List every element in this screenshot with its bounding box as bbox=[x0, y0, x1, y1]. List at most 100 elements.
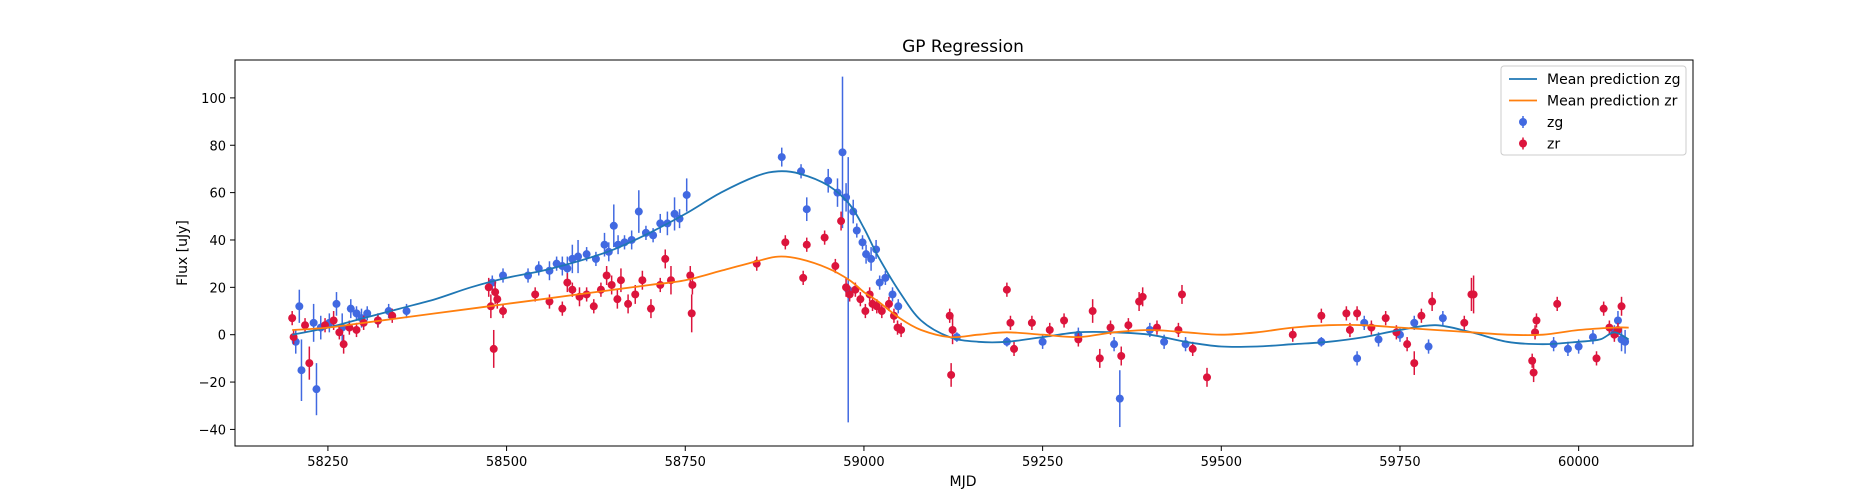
data-point-zr bbox=[897, 322, 906, 338]
data-point-zg bbox=[1621, 329, 1630, 354]
y-tick-label: −40 bbox=[199, 423, 226, 438]
data-point-zr bbox=[646, 299, 655, 319]
marker bbox=[582, 250, 591, 259]
data-point-zg bbox=[682, 178, 691, 212]
marker bbox=[894, 302, 903, 311]
x-tick-label: 59500 bbox=[1201, 455, 1242, 470]
data-point-zg bbox=[1588, 329, 1597, 345]
data-point-zr bbox=[1010, 341, 1019, 357]
marker bbox=[799, 273, 808, 282]
data-point-zr bbox=[1342, 306, 1351, 321]
data-point-zg bbox=[297, 339, 306, 402]
data-point-zr bbox=[889, 308, 898, 323]
marker bbox=[1002, 285, 1011, 294]
marker bbox=[631, 290, 640, 299]
data-point-zr bbox=[802, 237, 811, 252]
marker bbox=[838, 148, 847, 157]
marker bbox=[1410, 318, 1419, 327]
data-point-zg bbox=[534, 261, 543, 276]
marker bbox=[295, 302, 304, 311]
series-mean-prediction-zr bbox=[292, 255, 1629, 339]
data-point-zr bbox=[1060, 313, 1069, 328]
marker bbox=[1353, 309, 1362, 318]
data-point-zr bbox=[1152, 320, 1161, 335]
data-point-zg bbox=[1360, 315, 1369, 330]
marker bbox=[781, 238, 790, 247]
data-point-zr bbox=[289, 329, 298, 345]
data-point-zg bbox=[1563, 341, 1572, 357]
marker bbox=[777, 153, 786, 162]
data-point-zr bbox=[948, 315, 957, 345]
data-point-zg bbox=[1353, 351, 1362, 366]
data-point-zg bbox=[1110, 337, 1119, 352]
data-point-zg bbox=[852, 223, 861, 238]
marker bbox=[884, 299, 893, 308]
marker bbox=[1403, 340, 1412, 349]
x-tick-label: 59750 bbox=[1379, 455, 1420, 470]
x-tick-label: 58250 bbox=[307, 455, 348, 470]
data-point-zg bbox=[881, 270, 890, 285]
data-point-zg bbox=[802, 197, 811, 222]
marker bbox=[1317, 311, 1326, 320]
marker bbox=[1160, 337, 1169, 346]
marker bbox=[858, 238, 867, 247]
marker bbox=[301, 321, 310, 330]
data-point-zr bbox=[339, 334, 348, 354]
marker bbox=[363, 309, 372, 318]
marker bbox=[802, 240, 811, 249]
data-point-zr bbox=[1006, 315, 1015, 330]
data-point-zr bbox=[305, 346, 314, 380]
marker bbox=[1563, 344, 1572, 353]
data-point-zg bbox=[352, 306, 361, 321]
y-tick-label: 40 bbox=[209, 234, 226, 249]
marker bbox=[1342, 309, 1351, 318]
marker bbox=[1528, 356, 1537, 365]
marker bbox=[948, 325, 957, 334]
x-axis: 58250 58500 58750 59000 59250 59500 59750 60000 bbox=[307, 446, 1599, 470]
x-tick-label: 59250 bbox=[1022, 455, 1063, 470]
data-point-zr bbox=[288, 311, 297, 326]
data-point-zr bbox=[607, 275, 616, 295]
data-point-zr bbox=[1469, 275, 1478, 314]
marker bbox=[1027, 318, 1036, 327]
data-point-zg bbox=[797, 164, 806, 179]
marker bbox=[335, 328, 344, 337]
data-point-zr bbox=[845, 287, 854, 302]
marker bbox=[688, 280, 697, 289]
legend-marker-swatch bbox=[1519, 139, 1527, 148]
data-point-zg bbox=[862, 244, 871, 264]
x-tick-label: 60000 bbox=[1558, 455, 1599, 470]
y-tick-label: 60 bbox=[209, 187, 226, 202]
data-point-zg bbox=[312, 363, 321, 416]
data-point-zr bbox=[1177, 284, 1186, 304]
data-point-zr bbox=[1367, 320, 1376, 335]
data-point-zr bbox=[1353, 306, 1362, 321]
marker bbox=[558, 304, 567, 313]
data-point-zg bbox=[634, 190, 643, 233]
data-point-zr bbox=[1428, 292, 1437, 312]
data-point-zg bbox=[849, 199, 858, 224]
data-point-zr bbox=[563, 273, 572, 293]
legend-label: Mean prediction zg bbox=[1547, 72, 1681, 88]
data-point-zr bbox=[545, 294, 554, 309]
data-point-zr bbox=[1528, 353, 1537, 368]
marker bbox=[1138, 292, 1147, 301]
marker bbox=[1124, 321, 1133, 330]
marker bbox=[1045, 325, 1054, 334]
series-zg bbox=[291, 76, 1630, 428]
data-point-zg bbox=[867, 247, 876, 271]
marker bbox=[687, 309, 696, 318]
y-tick-label: 20 bbox=[209, 281, 226, 296]
data-point-zr bbox=[1117, 346, 1126, 366]
data-point-zr bbox=[1138, 287, 1147, 307]
marker bbox=[309, 318, 318, 327]
data-point-zg bbox=[363, 306, 372, 321]
data-point-zr bbox=[666, 266, 675, 295]
marker bbox=[484, 283, 493, 292]
marker bbox=[875, 278, 884, 287]
data-point-zr bbox=[1532, 313, 1541, 328]
marker bbox=[682, 190, 691, 199]
marker bbox=[305, 359, 314, 368]
legend-item: zr bbox=[1519, 137, 1560, 153]
marker bbox=[1345, 325, 1354, 334]
